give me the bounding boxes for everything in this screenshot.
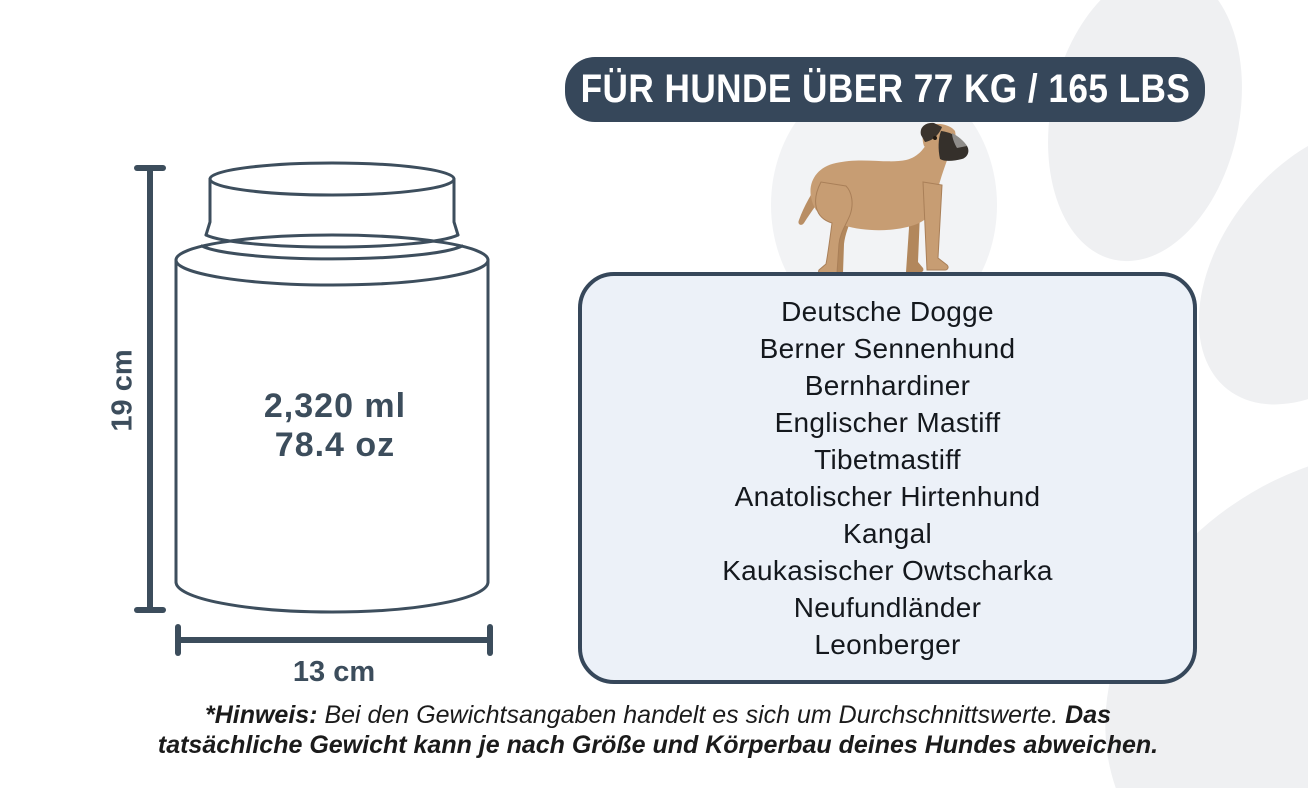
breed-item: Deutsche Dogge (781, 296, 994, 327)
footnote-bold-das: Das (1065, 701, 1112, 729)
jar-volume-metric: 2,320 ml (263, 387, 407, 425)
jar-height-label: 19 cm (106, 349, 139, 432)
height-measure-line (134, 165, 166, 613)
size-banner: FÜR HUNDE ÜBER 77 KG / 165 LBS (565, 57, 1205, 122)
breed-item: Kangal (843, 518, 932, 549)
jar-volume-label: 2,320 ml 78.4 oz (185, 387, 485, 465)
size-banner-label: FÜR HUNDE ÜBER 77 KG / 165 LBS (580, 67, 1190, 111)
breed-item: Neufundländer (793, 592, 982, 623)
breed-list-box: Deutsche Dogge Berner Sennenhund Bernhar… (578, 272, 1197, 684)
breed-item: Tibetmastiff (814, 444, 961, 475)
footnote-hinweis-label: *Hinweis: (204, 701, 318, 729)
jar-volume-imperial: 78.4 oz (274, 426, 396, 464)
breed-item: Bernhardiner (804, 370, 971, 401)
breed-item: Leonberger (814, 629, 961, 660)
footnote-bold-text: tatsächliche Gewicht kann je nach Größe … (157, 731, 1159, 759)
breed-item: Anatolischer Hirtenhund (734, 481, 1041, 512)
jar-outline-icon (174, 161, 490, 614)
jar-illustration (134, 161, 493, 656)
breed-item: Englischer Mastiff (774, 407, 1001, 438)
footnote-line-1: *Hinweis: Bei den Gewichtsangaben handel… (8, 700, 1308, 730)
breed-item: Kaukasischer Owtscharka (722, 555, 1053, 586)
great-dane-icon (798, 122, 969, 274)
footnote: *Hinweis: Bei den Gewichtsangaben handel… (8, 700, 1308, 760)
footnote-regular-text: Bei den Gewichtsangaben handelt es sich … (317, 701, 1066, 729)
width-measure-line (175, 624, 493, 656)
breed-item: Berner Sennenhund (759, 333, 1016, 364)
jar-width-label: 13 cm (292, 656, 376, 688)
footnote-line-2: tatsächliche Gewicht kann je nach Größe … (8, 730, 1308, 760)
